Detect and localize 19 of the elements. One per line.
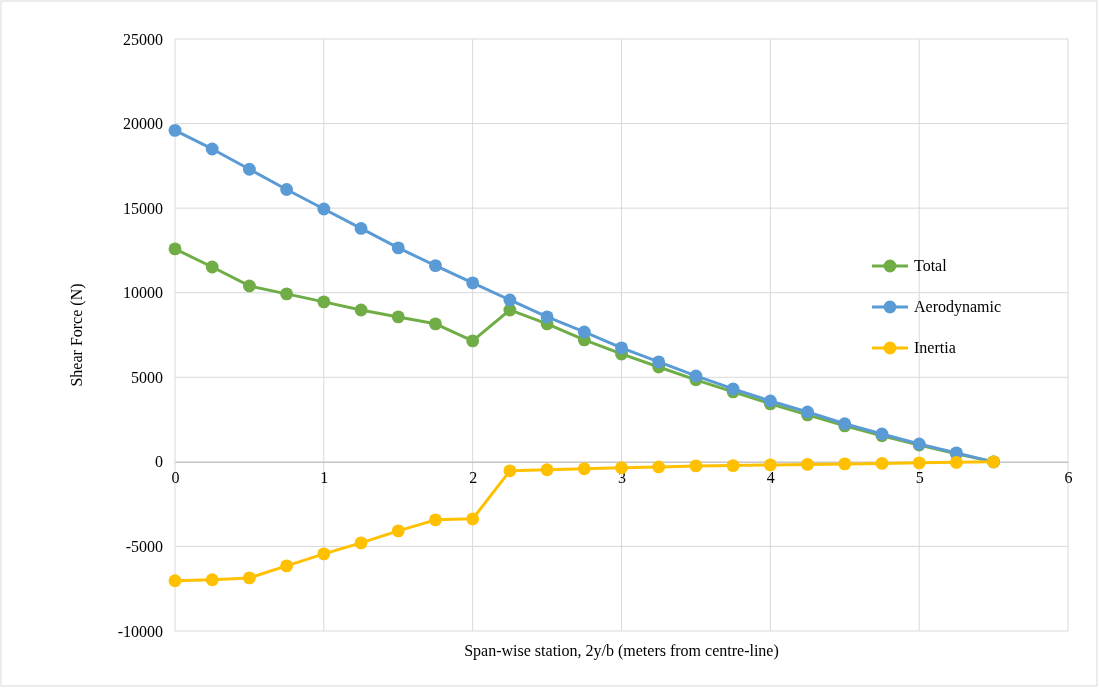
x-tick-label: 1 [320, 469, 329, 487]
legend-label: Total [914, 257, 948, 274]
x-tick-label: 5 [915, 469, 924, 487]
x-tick-label: 4 [766, 469, 775, 487]
y-tick-label: 5000 [131, 368, 163, 386]
x-tick-label: 2 [469, 469, 478, 487]
y-tick-label: 25000 [123, 30, 163, 48]
legend-label: Aerodynamic [914, 298, 1002, 316]
legend-label: Inertia [914, 339, 956, 356]
x-axis-title: Span-wise station, 2y/b (meters from centre-line) [464, 642, 779, 660]
y-tick-label: 10000 [123, 284, 163, 302]
y-tick-label: -10000 [117, 622, 163, 640]
y-tick-label: 0 [155, 453, 163, 471]
x-tick-label: 0 [171, 469, 180, 487]
y-tick-label: 20000 [123, 115, 163, 133]
y-axis-title: Shear Force (N) [68, 283, 86, 387]
x-tick-label: 6 [1064, 469, 1073, 487]
y-tick-label: -5000 [125, 538, 163, 556]
y-tick-label: 15000 [123, 199, 163, 217]
